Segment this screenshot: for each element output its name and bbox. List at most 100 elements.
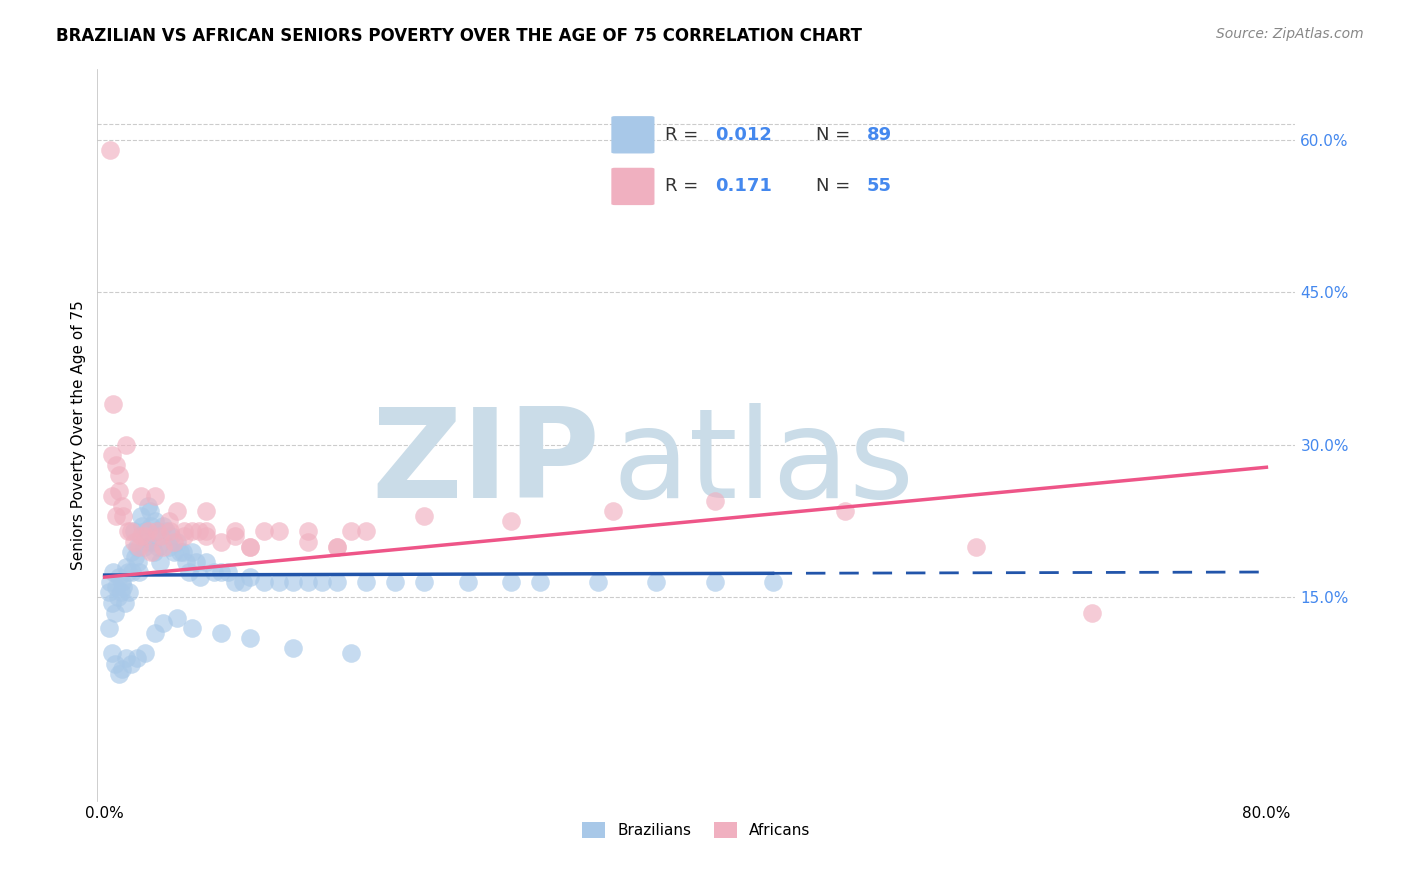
Point xyxy=(283,575,305,590)
Point xyxy=(135,534,157,549)
Point xyxy=(139,544,162,558)
Point xyxy=(184,555,207,569)
Point xyxy=(138,504,160,518)
Point xyxy=(267,575,290,590)
Point xyxy=(413,575,436,590)
Point xyxy=(145,626,167,640)
Point xyxy=(602,504,624,518)
Point xyxy=(174,555,197,569)
Point xyxy=(232,575,254,590)
Point xyxy=(101,595,124,609)
Point xyxy=(253,524,276,539)
Point xyxy=(143,544,166,558)
Point xyxy=(121,565,143,579)
Point xyxy=(115,651,138,665)
Point xyxy=(149,555,172,569)
Point xyxy=(340,524,363,539)
Point xyxy=(209,534,232,549)
Point xyxy=(384,575,406,590)
Legend: Brazilians, Africans: Brazilians, Africans xyxy=(576,816,817,845)
Point xyxy=(326,540,349,554)
Point xyxy=(145,489,167,503)
Point xyxy=(100,575,122,590)
Point xyxy=(297,534,319,549)
Point xyxy=(501,575,523,590)
Point xyxy=(148,540,170,554)
Point xyxy=(1081,606,1104,620)
Point xyxy=(152,519,174,533)
Point xyxy=(101,647,124,661)
Point xyxy=(267,524,290,539)
Point xyxy=(136,499,159,513)
Point xyxy=(108,468,131,483)
Point xyxy=(217,565,239,579)
Point xyxy=(703,493,725,508)
Point xyxy=(155,524,177,539)
Point xyxy=(457,575,479,590)
Point xyxy=(127,555,149,569)
Point xyxy=(108,570,131,584)
Point xyxy=(160,529,183,543)
Point xyxy=(134,524,156,539)
Point xyxy=(588,575,610,590)
Point xyxy=(239,540,262,554)
Point xyxy=(297,575,319,590)
Point xyxy=(105,580,128,594)
Point xyxy=(169,544,191,558)
Point xyxy=(117,524,139,539)
Point xyxy=(105,458,128,473)
Point xyxy=(118,585,141,599)
Point xyxy=(125,540,148,554)
Point xyxy=(125,651,148,665)
Point xyxy=(239,540,262,554)
Point xyxy=(128,540,150,554)
Point xyxy=(188,524,211,539)
Point xyxy=(224,524,246,539)
Point xyxy=(297,524,319,539)
Point xyxy=(139,519,162,533)
Point xyxy=(111,575,134,590)
Point xyxy=(108,666,131,681)
Point xyxy=(253,575,276,590)
Point xyxy=(172,544,194,558)
Y-axis label: Seniors Poverty Over the Age of 75: Seniors Poverty Over the Age of 75 xyxy=(72,300,86,570)
Point xyxy=(145,514,167,528)
Point xyxy=(239,631,262,645)
Point xyxy=(98,621,121,635)
Point xyxy=(120,657,142,671)
Point xyxy=(105,509,128,524)
Point xyxy=(129,509,152,524)
Point xyxy=(115,438,138,452)
Point xyxy=(180,524,202,539)
Point xyxy=(131,519,153,533)
Point xyxy=(103,565,125,579)
Point xyxy=(104,606,127,620)
Point xyxy=(529,575,551,590)
Point xyxy=(239,570,262,584)
Point xyxy=(180,544,202,558)
Point xyxy=(163,544,186,558)
Point xyxy=(136,524,159,539)
Point xyxy=(202,565,225,579)
Point xyxy=(645,575,668,590)
Text: Source: ZipAtlas.com: Source: ZipAtlas.com xyxy=(1216,27,1364,41)
Point xyxy=(703,575,725,590)
Point xyxy=(103,397,125,411)
Point xyxy=(110,585,132,599)
Point xyxy=(132,540,155,554)
Point xyxy=(108,483,131,498)
Point xyxy=(117,565,139,579)
Point xyxy=(128,565,150,579)
Point xyxy=(122,534,145,549)
Point xyxy=(224,529,246,543)
Point xyxy=(965,540,987,554)
Point xyxy=(152,615,174,630)
Point xyxy=(190,570,212,584)
Point xyxy=(152,540,174,554)
Point xyxy=(120,524,142,539)
Point xyxy=(501,514,523,528)
Point xyxy=(354,575,377,590)
Point xyxy=(283,641,305,656)
Point xyxy=(173,524,195,539)
Point xyxy=(112,509,135,524)
